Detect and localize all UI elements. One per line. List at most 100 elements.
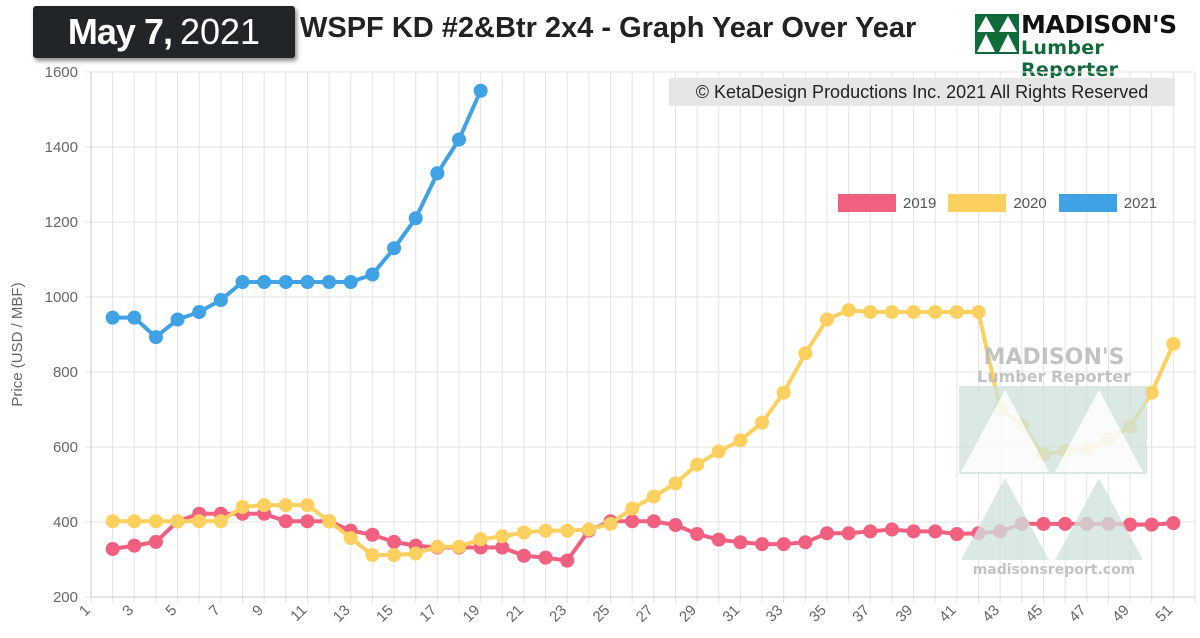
- data-point-2019: [646, 514, 661, 529]
- x-tick-label: 49: [1109, 602, 1133, 626]
- x-tick-label: 7: [206, 602, 224, 620]
- watermark-url: madisonsreport.com: [973, 562, 1136, 578]
- copyright-notice: © KetaDesign Productions Inc. 2021 All R…: [669, 78, 1175, 106]
- legend-swatch-2020: [948, 194, 1007, 212]
- data-point-2019: [733, 535, 748, 550]
- x-tick-label: 39: [893, 602, 917, 626]
- legend-label-2020: 2020: [1013, 194, 1047, 212]
- legend-item-2020[interactable]: 2020: [948, 194, 1047, 212]
- data-point-2020: [625, 501, 640, 516]
- data-point-2019: [560, 553, 575, 568]
- data-point-2019: [1144, 517, 1159, 532]
- x-tick-label: 33: [763, 602, 787, 626]
- x-tick-label: 25: [590, 602, 614, 626]
- data-point-2019: [538, 550, 553, 565]
- legend-item-2021[interactable]: 2021: [1058, 194, 1158, 212]
- data-point-2020: [711, 444, 726, 459]
- data-point-2021: [387, 241, 402, 256]
- data-point-2020: [192, 514, 207, 529]
- data-point-2020: [755, 415, 770, 430]
- data-point-2020: [213, 514, 228, 529]
- data-point-2020: [560, 523, 575, 538]
- chart-title: WSPF KD #2&Btr 2x4 - Graph Year Over Yea…: [300, 12, 917, 44]
- data-point-2019: [906, 524, 921, 539]
- x-tick-label: 21: [503, 602, 527, 626]
- data-point-2021: [452, 132, 466, 147]
- data-point-2019: [884, 522, 899, 537]
- data-point-2021: [278, 275, 293, 289]
- data-point-2020: [495, 529, 510, 544]
- data-point-2019: [690, 527, 705, 541]
- data-point-2019: [300, 514, 315, 529]
- date-badge: May 7, 2021: [33, 6, 295, 58]
- data-point-2019: [755, 537, 770, 552]
- data-point-2020: [668, 476, 683, 491]
- data-point-2020: [148, 514, 163, 529]
- data-point-2021: [105, 310, 120, 325]
- y-tick-label: 200: [53, 589, 78, 606]
- data-point-2019: [798, 535, 813, 550]
- legend-label-2019: 2019: [903, 194, 937, 212]
- x-tick-label: 37: [849, 602, 873, 626]
- data-point-2019: [105, 542, 120, 556]
- data-point-2021: [257, 275, 272, 289]
- y-tick-label: 800: [53, 364, 78, 381]
- data-point-2020: [798, 346, 813, 361]
- data-point-2020: [105, 514, 120, 529]
- data-point-2019: [625, 514, 640, 529]
- data-point-2020: [430, 539, 445, 554]
- data-point-2019: [841, 526, 856, 541]
- logo-line2: Lumber Reporter: [1021, 37, 1119, 81]
- legend: 2019 2020 2021: [838, 194, 1169, 212]
- data-point-2020: [1166, 336, 1181, 351]
- data-point-2021: [408, 211, 423, 226]
- data-point-2020: [581, 522, 596, 537]
- x-tick-label: 27: [633, 602, 657, 626]
- data-point-2021: [235, 275, 250, 289]
- data-point-2021: [343, 275, 358, 289]
- data-point-2021: [213, 293, 228, 307]
- data-point-2021: [170, 312, 185, 327]
- date-year: 2021: [179, 11, 261, 52]
- data-point-2020: [884, 305, 899, 319]
- watermark-line2: Lumber Reporter: [977, 367, 1131, 386]
- madisons-logo: MADISON'S Lumber Reporter: [975, 10, 1190, 81]
- x-tick-label: 43: [979, 602, 1003, 626]
- data-point-2019: [365, 527, 380, 542]
- legend-item-2019[interactable]: 2019: [838, 194, 936, 212]
- data-point-2019: [1123, 517, 1138, 532]
- y-tick-label: 1400: [45, 139, 78, 156]
- x-tick-label: 45: [1022, 602, 1046, 626]
- data-point-2019: [148, 534, 163, 549]
- watermark-line1: MADISON'S: [984, 345, 1125, 370]
- data-point-2020: [776, 385, 791, 400]
- data-point-2019: [820, 526, 834, 541]
- x-tick-label: 35: [806, 602, 830, 626]
- x-tick-label: 11: [287, 602, 310, 625]
- x-tick-label: 13: [330, 602, 354, 626]
- x-tick-label: 29: [676, 602, 700, 626]
- data-point-2019: [516, 548, 531, 563]
- data-point-2021: [365, 267, 380, 282]
- data-point-2021: [192, 305, 207, 319]
- data-point-2020: [949, 305, 964, 319]
- data-point-2020: [473, 532, 488, 547]
- y-axis-title: Price (USD / MBF): [9, 282, 26, 406]
- legend-label-2021: 2021: [1123, 194, 1158, 212]
- watermark: MADISON'S Lumber Reporter madisonsreport…: [957, 344, 1152, 580]
- data-point-2020: [538, 523, 553, 538]
- data-point-2020: [257, 498, 272, 513]
- data-point-2020: [841, 303, 856, 318]
- data-point-2019: [1058, 516, 1073, 531]
- data-point-2019: [1166, 516, 1181, 531]
- x-tick-label: 23: [546, 602, 570, 626]
- data-point-2021: [473, 83, 488, 98]
- y-tick-label: 1600: [45, 64, 78, 81]
- data-point-2020: [365, 548, 380, 562]
- data-point-2019: [278, 514, 293, 529]
- data-point-2019: [127, 538, 142, 553]
- data-point-2021: [148, 330, 163, 345]
- y-tick-label: 1000: [45, 289, 78, 306]
- data-point-2020: [971, 305, 986, 319]
